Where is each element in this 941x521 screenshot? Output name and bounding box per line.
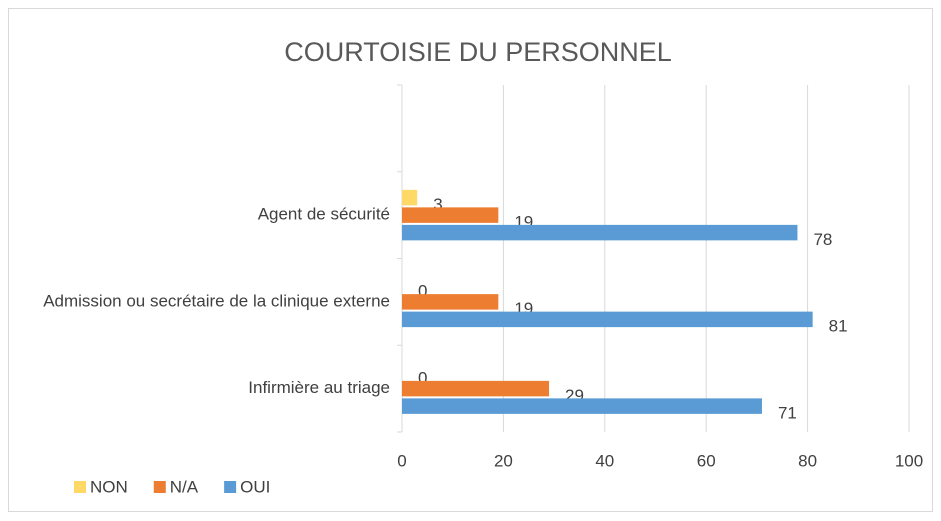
bar: [402, 224, 798, 241]
legend-label: OUI: [240, 477, 270, 496]
data-label: 3: [433, 195, 442, 214]
y-tick-label: Admission ou secrétaire de la clinique e…: [43, 291, 390, 310]
y-tick-label: Agent de sécurité: [258, 205, 390, 224]
legend-label: N/A: [170, 477, 199, 496]
data-label: 0: [418, 282, 427, 301]
chart-border: [8, 8, 933, 512]
bar: [402, 294, 499, 310]
legend-label: NON: [90, 477, 128, 496]
data-label: 71: [778, 403, 797, 422]
x-tick-label: 100: [895, 451, 923, 470]
x-tick-label: 20: [494, 451, 513, 470]
legend-swatch: [74, 481, 86, 493]
x-tick-label: 80: [798, 451, 817, 470]
x-tick-label: 40: [595, 451, 614, 470]
bar: [402, 189, 418, 206]
bar: [402, 311, 813, 328]
bar: [402, 380, 550, 397]
x-tick-label: 0: [397, 451, 406, 470]
data-label: 0: [418, 368, 427, 387]
legend-swatch: [224, 481, 237, 493]
x-tick-label: 60: [697, 451, 716, 470]
y-tick-label: Infirmière au triage: [248, 378, 390, 397]
bar: [402, 398, 762, 414]
data-label: 78: [813, 230, 832, 249]
legend-swatch: [153, 481, 166, 493]
bar: [402, 207, 499, 223]
chart-title: COURTOISIE DU PERSONNEL: [284, 37, 672, 67]
data-label: 81: [829, 317, 848, 336]
